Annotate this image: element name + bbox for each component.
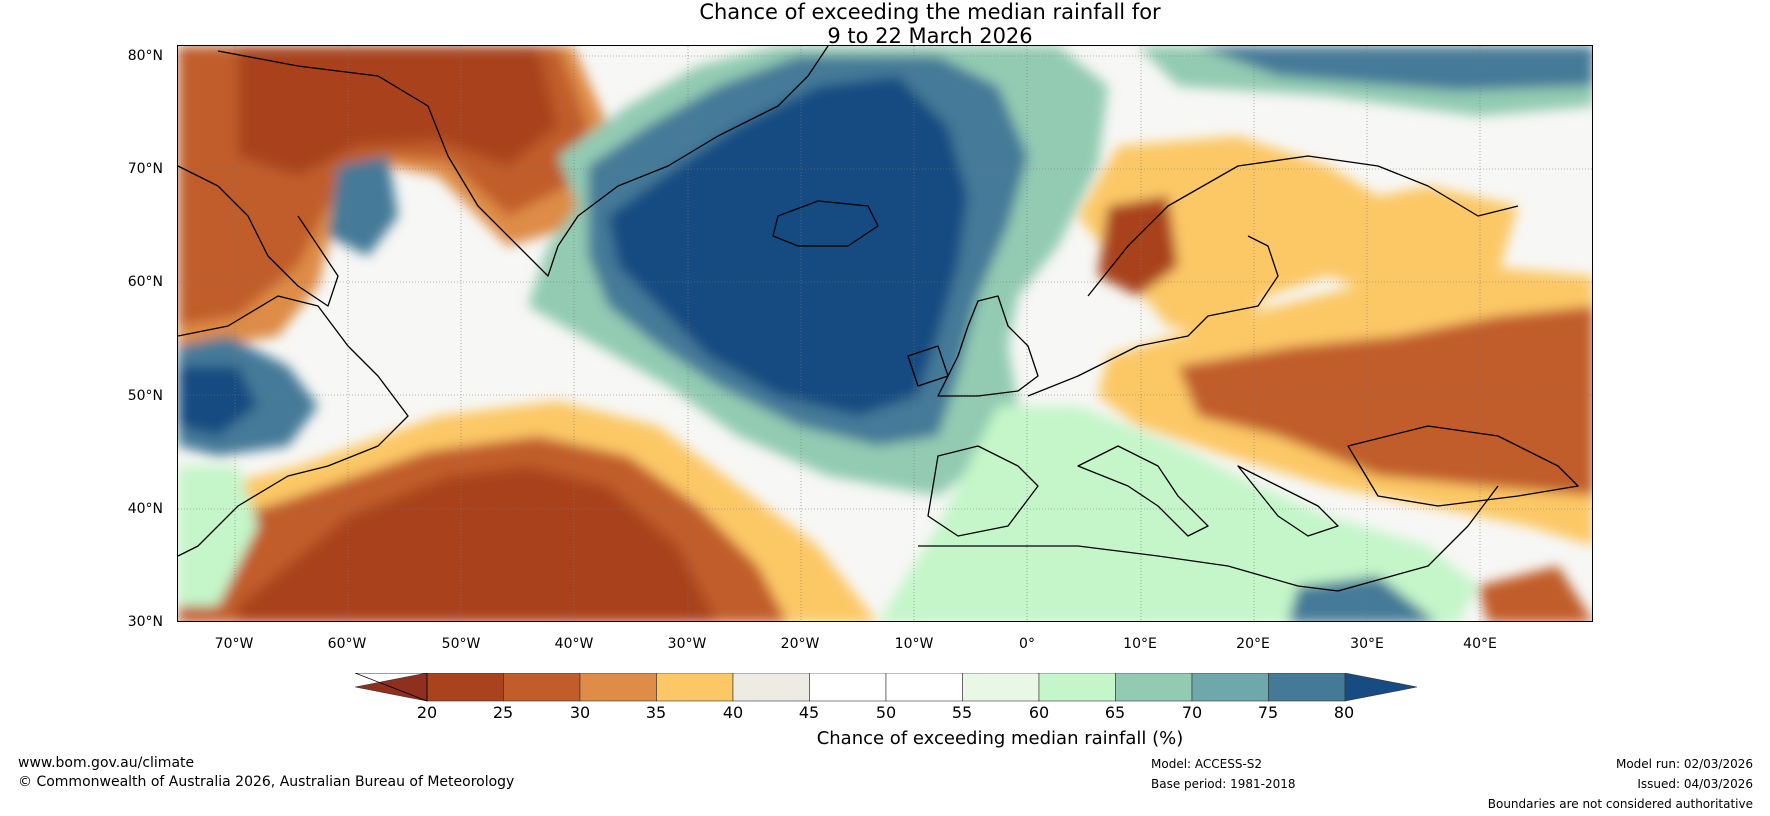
colorbar-tick-50: 50 <box>875 703 897 722</box>
title-line-1: Chance of exceeding the median rainfall … <box>699 0 1161 24</box>
very-dry-region-eastern-europe <box>1178 306 1592 496</box>
colorbar-segment <box>732 673 810 702</box>
colorbar-tick-75: 75 <box>1257 703 1279 722</box>
lat-label-80n: 80°N <box>127 48 163 64</box>
balkans-coast <box>1237 465 1339 537</box>
ireland-coast <box>907 345 949 387</box>
north-america-coast <box>178 295 409 557</box>
lon-label-70w: 70°W <box>214 636 254 652</box>
map-canvas <box>178 46 1592 621</box>
colorbar-segment <box>1191 673 1269 702</box>
colorbar-tick-40: 40 <box>722 703 744 722</box>
footer-base-period: Base period: 1981-2018 <box>1151 777 1296 791</box>
colorbar-segment <box>809 673 887 702</box>
wet-region-north-atlantic-core <box>608 76 968 416</box>
colorbar-segment <box>1344 673 1418 702</box>
lon-label-10e: 10°E <box>1123 636 1157 652</box>
colorbar-segment <box>656 673 734 702</box>
lon-label-10w: 10°W <box>894 636 934 652</box>
footer-disclaimer: Boundaries are not considered authoritat… <box>1487 797 1753 811</box>
lon-label-0: 0° <box>1019 636 1035 652</box>
colorbar-tick-55: 55 <box>951 703 973 722</box>
iberia-coast <box>927 445 1039 537</box>
colorbar-tick-70: 70 <box>1181 703 1203 722</box>
footer-model: Model: ACCESS-S2 <box>1151 757 1263 771</box>
title-line-2: 9 to 22 March 2026 <box>827 24 1033 48</box>
british-isles-coast <box>937 295 1039 397</box>
footer-url: www.bom.gov.au/climate <box>18 755 195 771</box>
coastlines <box>178 46 1579 592</box>
lon-label-40e: 40°E <box>1463 636 1497 652</box>
lat-label-40n: 40°N <box>127 501 163 517</box>
colorbar <box>355 673 1418 702</box>
colorbar-segment <box>1038 673 1116 702</box>
extreme-dry-region-greenland <box>238 46 558 176</box>
colorbar-segment <box>426 673 504 702</box>
footer-issued: Issued: 04/03/2026 <box>1637 777 1753 791</box>
lon-label-30e: 30°E <box>1350 636 1384 652</box>
lon-label-20e: 20°E <box>1236 636 1270 652</box>
lon-label-20w: 20°W <box>780 636 820 652</box>
extreme-dry-region-norway <box>1098 196 1178 296</box>
colorbar-tick-35: 35 <box>645 703 667 722</box>
lon-label-60w: 60°W <box>327 636 367 652</box>
colorbar-segments <box>355 673 1418 702</box>
graticule <box>178 46 1592 621</box>
greenland-coast <box>217 46 829 277</box>
wet-region-arctic-core <box>1198 46 1592 91</box>
black-sea-coast <box>1347 425 1579 507</box>
colorbar-segment <box>962 673 1040 702</box>
lat-label-30n: 30°N <box>127 614 163 630</box>
colorbar-segment <box>1115 673 1193 702</box>
colorbar-outline-left <box>355 673 428 702</box>
colorbar-segment <box>885 673 963 702</box>
colorbar-tick-80: 80 <box>1333 703 1355 722</box>
colorbar-label: Chance of exceeding median rainfall (%) <box>816 728 1184 749</box>
colorbar-tick-20: 20 <box>416 703 438 722</box>
lat-label-50n: 50°N <box>127 388 163 404</box>
lat-label-60n: 60°N <box>127 274 163 290</box>
colorbar-tick-45: 45 <box>798 703 820 722</box>
wet-region-north-america-core <box>178 366 258 436</box>
footer-copyright: © Commonwealth of Australia 2026, Austra… <box>18 774 515 790</box>
wet-region-baffin-bay <box>328 156 398 256</box>
italy-coast <box>1077 445 1209 537</box>
colorbar-segment <box>503 673 581 702</box>
north-africa-coast <box>918 485 1499 592</box>
colorbar-segment <box>579 673 657 702</box>
colorbar-segment <box>1268 673 1346 702</box>
iceland-coast <box>772 200 879 247</box>
wet-region-mediterranean <box>879 406 1478 621</box>
rainfall-probability-map <box>177 45 1593 622</box>
lon-label-40w: 40°W <box>554 636 594 652</box>
footer-model-run: Model run: 02/03/2026 <box>1615 757 1753 771</box>
wet-region-egypt <box>1288 576 1436 621</box>
colorbar-tick-30: 30 <box>569 703 591 722</box>
lon-label-50w: 50°W <box>441 636 481 652</box>
colorbar-tick-65: 65 <box>1104 703 1126 722</box>
lon-label-30w: 30°W <box>667 636 707 652</box>
colorbar-tick-60: 60 <box>1028 703 1050 722</box>
colorbar-tick-25: 25 <box>492 703 514 722</box>
north-sea-baltic-coast <box>1027 235 1279 397</box>
wet-region-us-east-coast <box>178 466 258 606</box>
scandinavia-coast <box>1087 155 1519 297</box>
baffin-coast <box>178 165 339 307</box>
map-title: Chance of exceeding the median rainfall … <box>0 0 1770 48</box>
lat-label-70n: 70°N <box>127 161 163 177</box>
dry-region-middle-east <box>1478 566 1592 621</box>
extreme-dry-region-subtropical-atlantic <box>238 466 717 621</box>
